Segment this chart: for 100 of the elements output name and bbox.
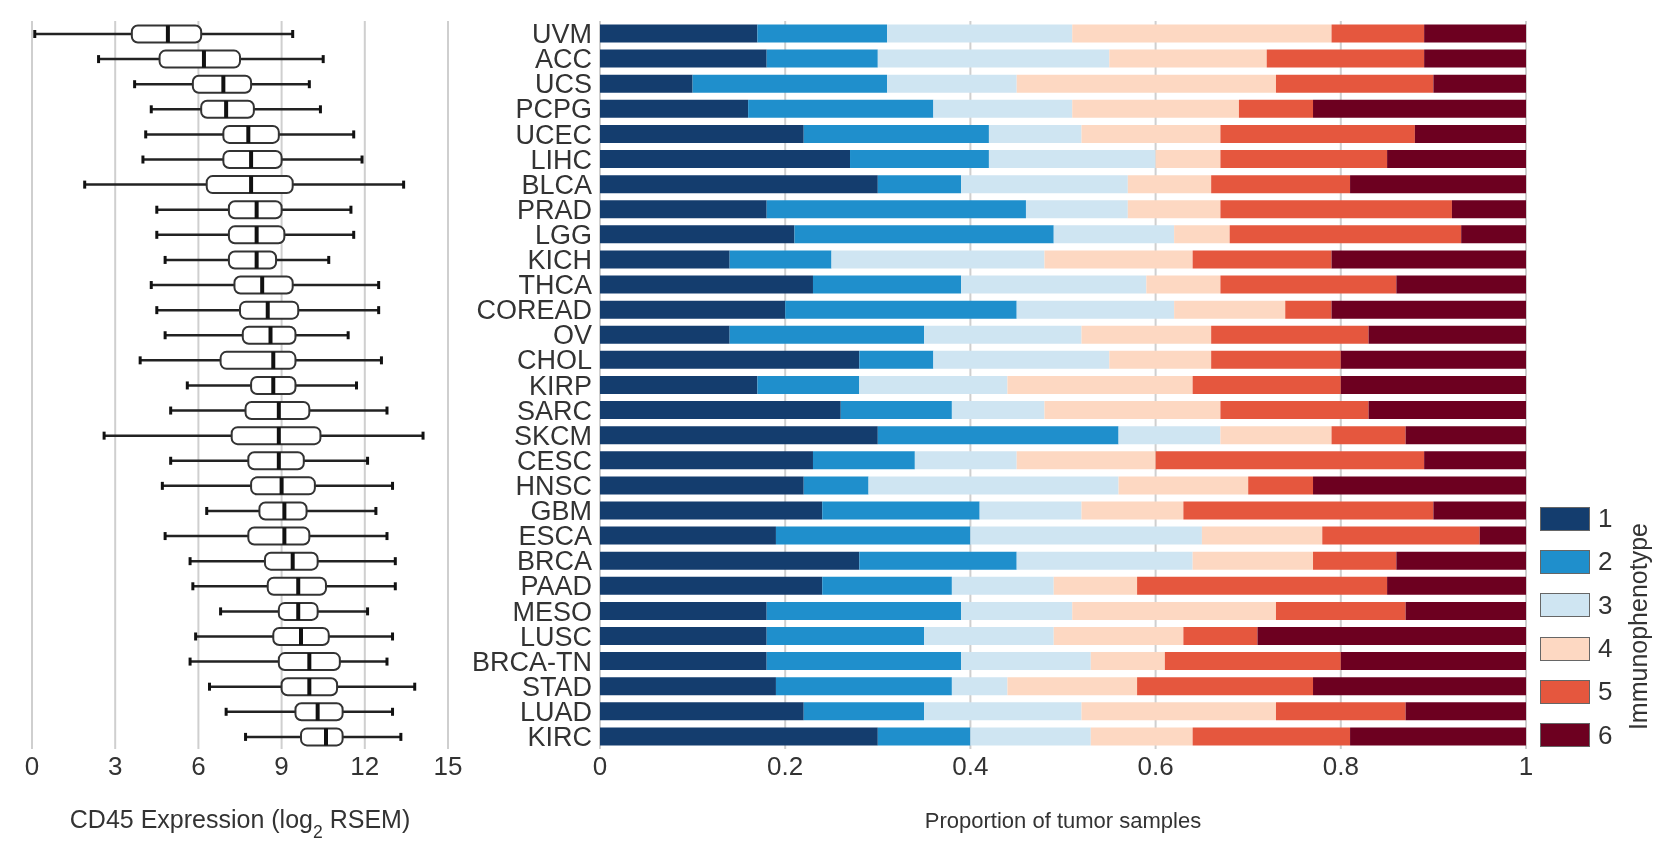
legend-label: 1 [1598, 503, 1613, 535]
bar [1220, 200, 1452, 219]
bar [877, 426, 1119, 445]
bar [1211, 325, 1369, 344]
bar [1331, 300, 1526, 319]
bar [970, 526, 1202, 545]
bar [794, 225, 1054, 244]
bar [1368, 325, 1526, 344]
bar [600, 551, 860, 570]
bar [600, 375, 758, 394]
bar [600, 526, 776, 545]
bar [1016, 451, 1156, 470]
legend-label: 2 [1598, 546, 1613, 578]
bar [1025, 200, 1128, 219]
bar [961, 275, 1147, 294]
bar [1220, 275, 1397, 294]
bar [1118, 476, 1249, 495]
bar [1090, 727, 1193, 746]
bar [600, 702, 804, 721]
x-tick-label: 15 [433, 751, 463, 782]
bar [1127, 200, 1221, 219]
bar [1201, 526, 1323, 545]
bar [1387, 150, 1526, 169]
bar [1192, 551, 1314, 570]
bar [600, 576, 823, 595]
bar [1331, 250, 1526, 269]
bar [600, 476, 804, 495]
bar [970, 727, 1091, 746]
bar [600, 74, 693, 93]
bar [822, 576, 952, 595]
bar [600, 49, 767, 68]
bar [1433, 74, 1526, 93]
bar [600, 225, 795, 244]
bar [1072, 601, 1276, 620]
bar [812, 451, 915, 470]
bar [1220, 401, 1369, 420]
bar [1081, 325, 1212, 344]
bar [600, 652, 767, 671]
bar [924, 702, 1082, 721]
bar [803, 124, 989, 143]
bar [600, 300, 786, 319]
bar [1044, 250, 1193, 269]
bar [979, 501, 1082, 520]
bar [766, 652, 962, 671]
bar [1461, 225, 1526, 244]
bar [775, 526, 971, 545]
bar [729, 325, 925, 344]
bar [961, 652, 1091, 671]
bar [600, 150, 851, 169]
bar [1405, 426, 1526, 445]
bar [1340, 375, 1526, 394]
bar [1016, 74, 1276, 93]
bar [803, 476, 869, 495]
x-tick-label: 0 [592, 751, 608, 782]
bar [1313, 551, 1397, 570]
legend-label: 6 [1598, 719, 1613, 751]
bar [600, 124, 804, 143]
bar [1146, 275, 1221, 294]
bar [924, 325, 1082, 344]
bar [1192, 727, 1351, 746]
bar [600, 99, 749, 118]
bar [1368, 401, 1526, 420]
bar [961, 601, 1073, 620]
bar [600, 451, 813, 470]
bar [1405, 702, 1526, 721]
bar [1183, 501, 1434, 520]
x-tick-label: 0.4 [952, 751, 989, 782]
bar [1322, 526, 1480, 545]
bar [988, 150, 1156, 169]
bar [1016, 551, 1193, 570]
bar [1164, 652, 1341, 671]
bar [1405, 601, 1526, 620]
bar [1211, 350, 1341, 369]
bar [1211, 175, 1351, 194]
bar [877, 49, 1110, 68]
bar [951, 576, 1054, 595]
bar [1174, 300, 1286, 319]
bar [1072, 99, 1239, 118]
bar [748, 99, 934, 118]
bar [1248, 476, 1314, 495]
x-tick-label: 6 [191, 751, 206, 782]
x-axis-title: Proportion of tumor samples [924, 808, 1202, 833]
x-tick-label: 1 [1518, 751, 1534, 782]
x-axis-title: CD45 Expression (log$_{2}$ RSEM) [69, 805, 411, 842]
bar [1118, 426, 1221, 445]
bar [803, 702, 925, 721]
bar [1238, 99, 1314, 118]
bar [1072, 24, 1332, 43]
bar [1313, 476, 1526, 495]
x-tick-label: 0.8 [1322, 751, 1359, 782]
bar [951, 401, 1045, 420]
bar [1387, 576, 1526, 595]
bar [1053, 627, 1184, 645]
bar [1424, 49, 1526, 68]
bar [924, 627, 1054, 645]
legend-label: 3 [1598, 589, 1613, 621]
bar [1257, 627, 1526, 645]
bar [600, 200, 767, 219]
bar [933, 99, 1073, 118]
bar [1266, 49, 1425, 68]
